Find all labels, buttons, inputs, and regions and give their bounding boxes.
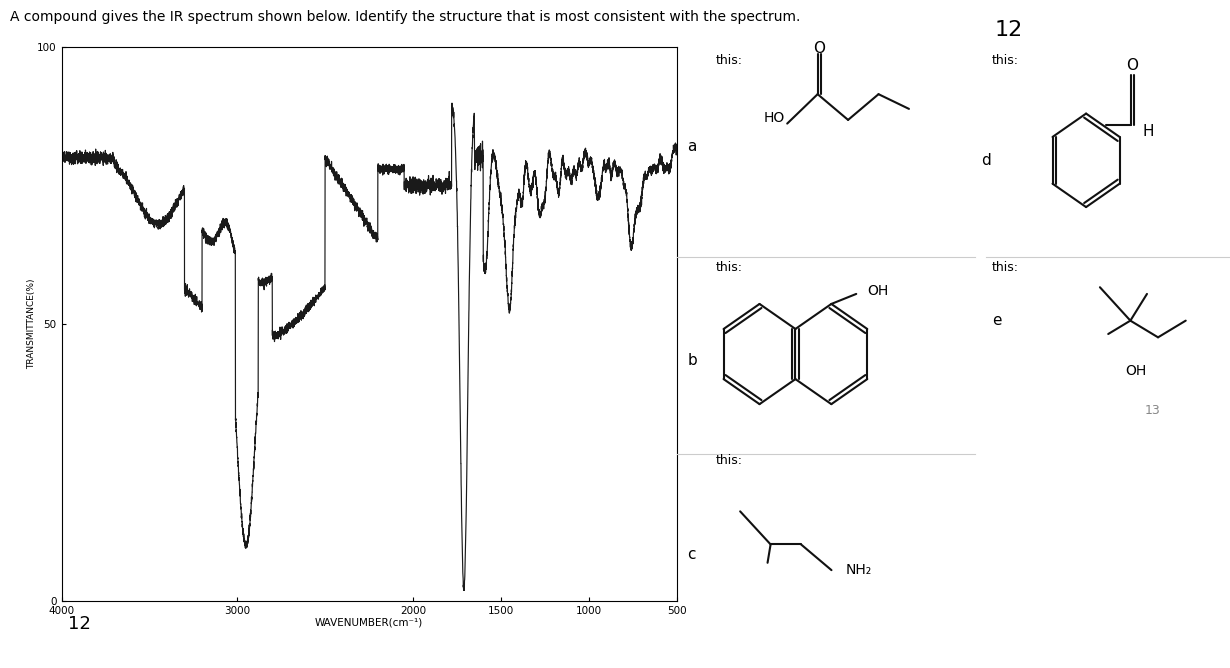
Text: A compound gives the IR spectrum shown below. Identify the structure that is mos: A compound gives the IR spectrum shown b… [10, 10, 801, 24]
X-axis label: WAVENUMBER(cm⁻¹): WAVENUMBER(cm⁻¹) [315, 617, 423, 627]
Text: OH: OH [867, 284, 888, 297]
Text: b: b [688, 353, 697, 368]
Text: d: d [982, 153, 990, 168]
Text: this:: this: [991, 261, 1018, 274]
Text: this:: this: [716, 261, 742, 274]
Text: O: O [1127, 57, 1138, 73]
Text: this:: this: [716, 454, 742, 468]
Text: c: c [688, 547, 696, 562]
Text: this:: this: [991, 53, 1018, 67]
Text: 12: 12 [68, 615, 91, 633]
Text: OH: OH [1125, 364, 1146, 377]
Text: HO: HO [763, 112, 785, 125]
Text: O: O [813, 41, 825, 55]
Text: 12: 12 [995, 20, 1022, 40]
Text: 13: 13 [1145, 404, 1160, 418]
Text: e: e [991, 313, 1001, 328]
Text: NH₂: NH₂ [845, 563, 872, 577]
Y-axis label: TRANSMITTANCE(%): TRANSMITTANCE(%) [27, 279, 36, 369]
Text: a: a [688, 140, 697, 154]
Text: H: H [1143, 124, 1154, 140]
Text: this:: this: [716, 53, 742, 67]
